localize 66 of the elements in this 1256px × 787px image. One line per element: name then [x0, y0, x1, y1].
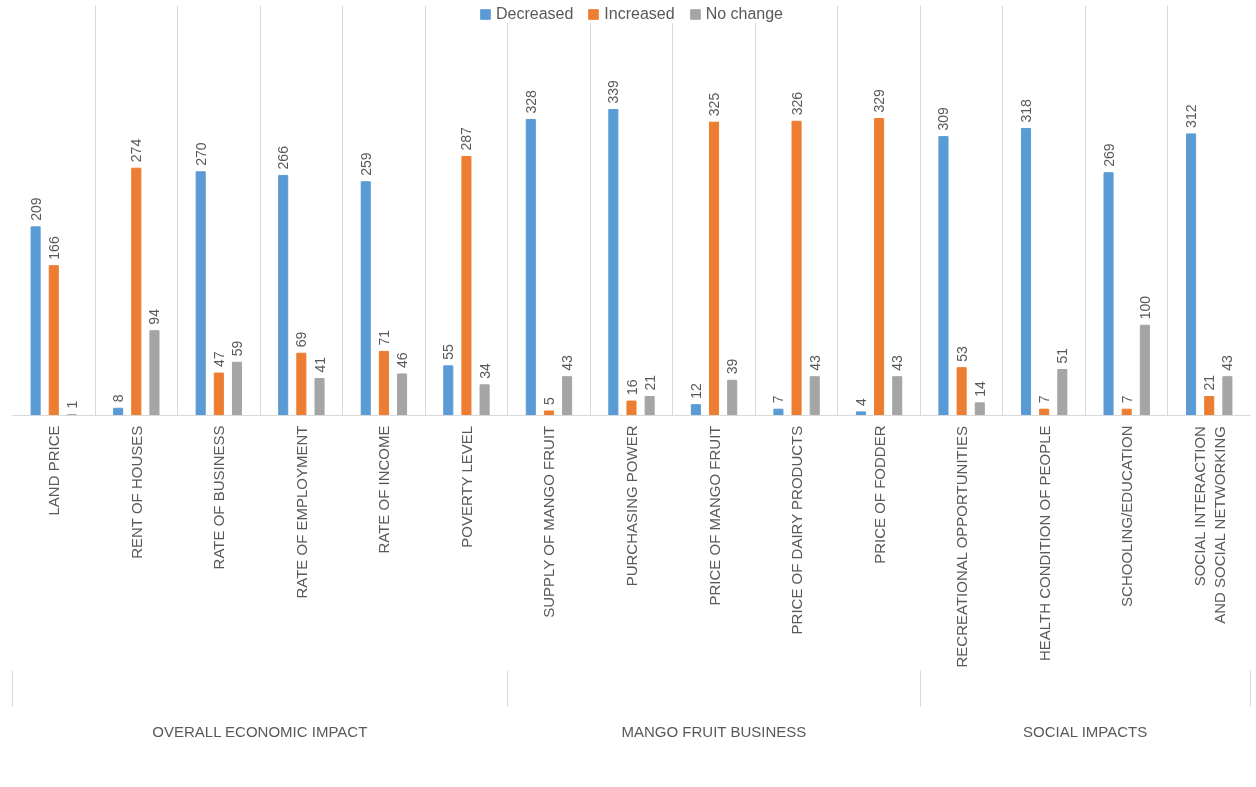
data-label: 209	[27, 197, 44, 221]
data-label: 14	[971, 381, 988, 397]
data-label: 7	[770, 395, 787, 404]
data-label: 43	[1219, 354, 1236, 371]
x-tick-label: PRICE OF DAIRY PRODUCTS	[788, 425, 806, 635]
x-tick-label: POVERTY LEVEL	[457, 425, 475, 548]
x-tick-label: SUPPLY OF MANGO FRUIT	[540, 425, 558, 618]
data-label: 47	[210, 351, 227, 368]
data-label: 270	[192, 142, 209, 166]
legend-label: Decreased	[495, 5, 574, 23]
x-tick-label: PURCHASING POWER	[623, 425, 640, 587]
data-label: 318	[1018, 98, 1035, 123]
legend-label: Increased	[604, 5, 675, 23]
data-label: 274	[128, 138, 145, 163]
data-label: 1	[63, 400, 80, 409]
data-label: 46	[394, 352, 411, 368]
data-label: 329	[871, 88, 888, 113]
data-label: 39	[724, 358, 741, 375]
data-label: 4	[852, 397, 869, 406]
data-label: 94	[146, 308, 163, 325]
data-label: 287	[458, 126, 475, 151]
legend-label: No change	[705, 5, 784, 23]
x-tick-label: HEALTH CONDITION OF PEOPLE	[1035, 425, 1053, 662]
data-label: 166	[45, 236, 62, 260]
data-label: 12	[687, 382, 704, 399]
data-label: 21	[641, 374, 658, 391]
data-label: 53	[953, 345, 970, 362]
data-label: 259	[357, 152, 374, 176]
data-label: 266	[275, 145, 292, 170]
data-label: 21	[1201, 374, 1218, 391]
x-tick-label: LAND PRICE	[45, 425, 63, 516]
data-label: 43	[806, 354, 823, 371]
text: MANGO FRUIT BUSINESS	[621, 722, 807, 740]
data-label: 41	[311, 356, 328, 373]
x-tick-label: RATE OF EMPLOYMENT	[292, 425, 310, 599]
text: SOCIAL IMPACTS	[1023, 722, 1148, 740]
data-label: 16	[623, 379, 640, 396]
x-tick-label: PRICE OF MANGO FRUIT	[705, 425, 723, 606]
data-label: 325	[706, 92, 723, 117]
text: OVERALL ECONOMIC IMPACT	[152, 722, 368, 740]
x-tick-label: PRICE OF FODDER	[870, 425, 888, 564]
data-label: 69	[293, 331, 310, 348]
data-label: 59	[228, 340, 245, 357]
data-label: 8	[110, 394, 127, 403]
data-label: 7	[1118, 395, 1135, 404]
data-label: 71	[375, 329, 392, 346]
data-label: 328	[522, 89, 539, 114]
data-label: 43	[559, 354, 576, 371]
data-label: 43	[889, 354, 906, 371]
x-tick-label: SOCIAL INTERACTION AND SOCIAL NETWORKING	[1190, 426, 1228, 624]
data-label: 34	[476, 363, 493, 379]
data-label: 326	[788, 91, 805, 116]
data-label: 7	[1036, 395, 1053, 404]
data-label: 100	[1136, 295, 1153, 320]
data-label: 51	[1054, 347, 1071, 364]
x-tick-label: RENT OF HOUSES	[127, 425, 145, 559]
data-label: 55	[440, 344, 457, 360]
data-label: 312	[1183, 104, 1200, 128]
x-tick-label: RATE OF INCOME	[375, 425, 393, 554]
data-label: 309	[935, 107, 952, 131]
x-tick-label: SCHOOLING/EDUCATION	[1118, 425, 1136, 607]
x-tick-label: RATE OF BUSINESS	[210, 425, 228, 570]
data-label: 339	[605, 79, 622, 104]
x-tick-label: RECREATIONAL OPPORTUNITIES	[953, 426, 971, 668]
data-label: 269	[1100, 143, 1117, 167]
data-label: 5	[540, 396, 557, 405]
